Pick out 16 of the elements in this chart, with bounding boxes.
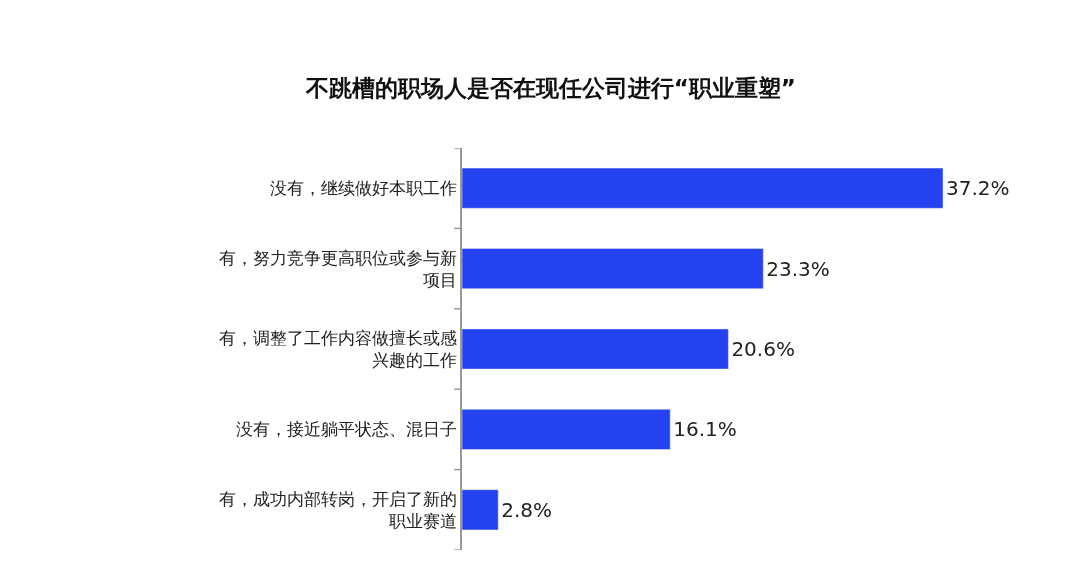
bar bbox=[462, 409, 671, 450]
data-label: 20.6% bbox=[731, 337, 795, 361]
bar bbox=[462, 248, 764, 289]
bar bbox=[462, 489, 499, 531]
data-label: 37.2% bbox=[946, 176, 1010, 201]
chart-title: 不跳槽的职场人是否在现任公司进行“职业重塑” bbox=[304, 74, 796, 101]
y-tick-label: 有，调整了工作内容做擅长或感兴趣的工作 bbox=[218, 327, 457, 370]
data-label: 16.1% bbox=[673, 417, 737, 442]
y-tick-label: 没有，继续做好本职工作 bbox=[269, 178, 457, 199]
y-tick-label: 没有，接近躺平状态、混日子 bbox=[235, 419, 457, 440]
y-tick-label: 有，努力竞争更高职位或参与新项目 bbox=[218, 247, 457, 290]
data-label: 23.3% bbox=[766, 256, 830, 281]
bar bbox=[462, 328, 729, 370]
data-label: 2.8% bbox=[501, 497, 553, 522]
bar bbox=[462, 167, 944, 209]
y-tick-label: 有，成功内部转岗，开启了新的职业赛道 bbox=[218, 488, 457, 531]
